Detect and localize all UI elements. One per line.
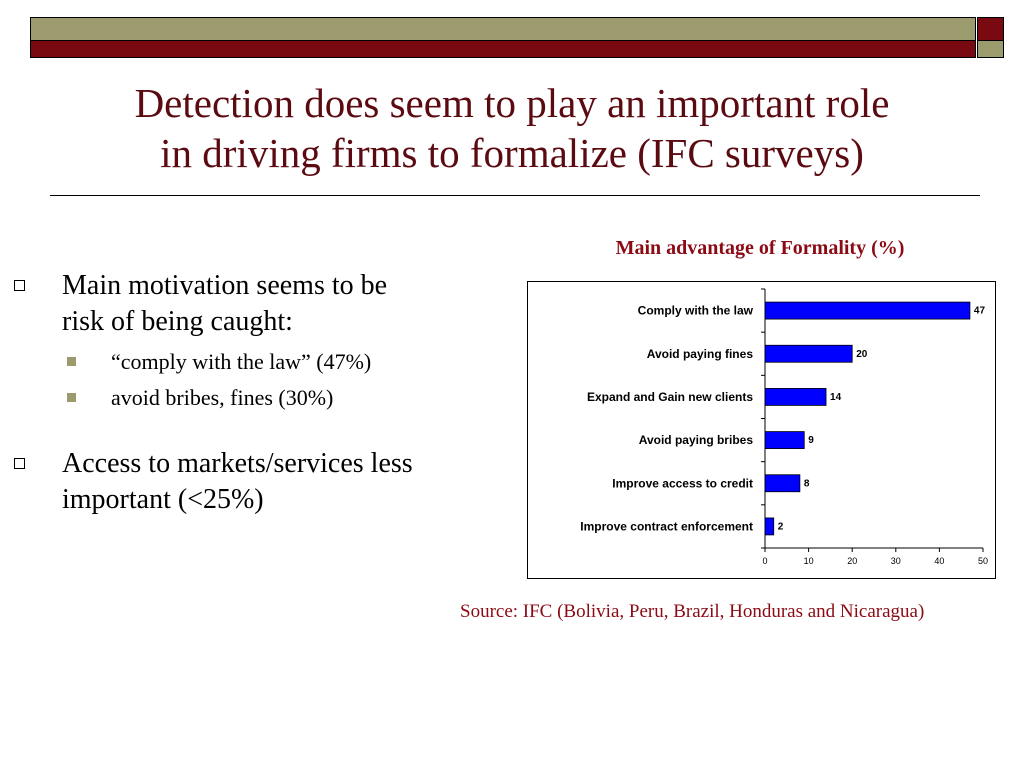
bullet-text-line1: Access to markets/services less bbox=[62, 448, 413, 479]
data-label: 9 bbox=[808, 435, 814, 446]
category-label: Improve access to credit bbox=[612, 476, 753, 490]
sub-bullet-item: avoid bribes, fines (30%) bbox=[12, 384, 502, 412]
slide-title-line1: Detection does seem to play an important… bbox=[134, 80, 890, 126]
bullet-item: Main motivation seems to be risk of bein… bbox=[12, 268, 502, 340]
source-note: Source: IFC (Bolivia, Peru, Brazil, Hond… bbox=[460, 601, 925, 622]
header-band-maroon bbox=[30, 41, 976, 58]
bar bbox=[764, 344, 853, 363]
x-tick-label: 40 bbox=[934, 556, 944, 566]
bullet-text-line1: Main motivation seems to be bbox=[62, 270, 388, 301]
header-square-maroon bbox=[977, 17, 1004, 41]
bullet-item: Access to markets/services less importan… bbox=[12, 446, 502, 518]
data-label: 47 bbox=[974, 306, 986, 317]
data-label: 2 bbox=[778, 521, 784, 532]
category-label: Comply with the law bbox=[638, 304, 754, 318]
hollow-square-bullet-icon bbox=[14, 280, 25, 291]
slide-title: Detection does seem to play an important… bbox=[30, 78, 994, 178]
bullet-text-line2: risk of being caught: bbox=[62, 306, 293, 337]
bullet-list: Main motivation seems to be risk of bein… bbox=[12, 268, 502, 518]
category-label: Avoid paying fines bbox=[647, 347, 754, 361]
x-tick-label: 50 bbox=[978, 556, 988, 566]
chart-frame: 0 10 20 30 40 50 Comply with the law 47 Avoid pa… bbox=[527, 281, 996, 579]
bar bbox=[764, 517, 775, 536]
x-tick-label: 10 bbox=[804, 556, 814, 566]
title-divider bbox=[50, 195, 980, 196]
bar bbox=[764, 474, 801, 493]
header-band-olive bbox=[30, 17, 976, 41]
filled-square-bullet-icon bbox=[67, 393, 76, 402]
x-tick-label: 30 bbox=[891, 556, 901, 566]
sub-bullet-item: “comply with the law” (47%) bbox=[12, 348, 502, 376]
category-label: Expand and Gain new clients bbox=[587, 390, 753, 404]
bar bbox=[764, 301, 971, 320]
x-tick-label: 20 bbox=[847, 556, 857, 566]
x-tick-label: 0 bbox=[762, 556, 767, 566]
data-label: 20 bbox=[856, 349, 868, 360]
sub-bullet-text: avoid bribes, fines (30%) bbox=[111, 385, 334, 410]
slide-title-line2: in driving firms to formalize (IFC surve… bbox=[160, 130, 864, 176]
bar bbox=[764, 431, 805, 449]
category-label: Avoid paying bribes bbox=[639, 433, 754, 447]
bar bbox=[764, 388, 827, 406]
data-label: 14 bbox=[830, 392, 842, 403]
bullet-text-line2: important (<25%) bbox=[62, 484, 264, 515]
data-label: 8 bbox=[804, 478, 810, 489]
hollow-square-bullet-icon bbox=[14, 458, 25, 469]
header-square-olive bbox=[977, 41, 1004, 58]
chart-title: Main advantage of Formality (%) bbox=[615, 237, 905, 259]
category-label: Improve contract enforcement bbox=[580, 519, 753, 533]
filled-square-bullet-icon bbox=[67, 357, 76, 366]
bar-chart: 0 10 20 30 40 50 Comply with the law 47 Avoid pa… bbox=[580, 288, 988, 566]
sub-bullet-text: “comply with the law” (47%) bbox=[111, 349, 372, 374]
